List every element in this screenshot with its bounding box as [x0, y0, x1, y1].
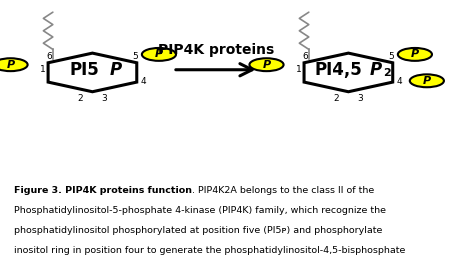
- Text: phosphatidylinositol phosphorylated at position five (PI5ᴘ) and phosphorylate: phosphatidylinositol phosphorylated at p…: [14, 226, 383, 235]
- Circle shape: [249, 58, 283, 71]
- Text: 2: 2: [383, 68, 391, 78]
- Text: PI5: PI5: [69, 61, 99, 79]
- Text: Phosphatidylinositol-5-phosphate 4-kinase (PIP4K) family, which recognize the: Phosphatidylinositol-5-phosphate 4-kinas…: [14, 206, 386, 215]
- Text: P: P: [7, 60, 15, 70]
- Text: 4: 4: [141, 77, 146, 86]
- Text: P: P: [110, 61, 122, 79]
- Text: 3: 3: [357, 94, 363, 103]
- Polygon shape: [48, 53, 137, 92]
- Circle shape: [0, 58, 27, 71]
- Text: Figure 3. PIP4K proteins function: Figure 3. PIP4K proteins function: [14, 186, 192, 195]
- Polygon shape: [304, 53, 393, 92]
- Circle shape: [142, 48, 176, 61]
- Text: . PIP4K2A belongs to the class II of the: . PIP4K2A belongs to the class II of the: [192, 186, 374, 195]
- Text: 4: 4: [397, 77, 402, 86]
- Text: 6: 6: [46, 52, 52, 61]
- Text: PIP4K proteins: PIP4K proteins: [157, 43, 274, 57]
- Circle shape: [398, 48, 432, 61]
- Text: PI4,5: PI4,5: [314, 61, 362, 79]
- Text: 1: 1: [40, 65, 46, 74]
- Text: 1: 1: [296, 65, 301, 74]
- Text: 3: 3: [101, 94, 107, 103]
- Text: 2: 2: [78, 94, 83, 103]
- Text: 6: 6: [302, 52, 308, 61]
- Text: P: P: [263, 60, 271, 70]
- Text: P: P: [370, 61, 382, 79]
- Text: P: P: [155, 49, 163, 59]
- Text: 2: 2: [334, 94, 339, 103]
- Text: P: P: [411, 49, 419, 59]
- Text: 5: 5: [132, 52, 138, 61]
- Circle shape: [410, 74, 444, 87]
- Text: inositol ring in position four to generate the phosphatidylinositol-4,5-bisphosp: inositol ring in position four to genera…: [14, 246, 405, 255]
- Text: P: P: [423, 76, 431, 86]
- Text: 5: 5: [388, 52, 394, 61]
